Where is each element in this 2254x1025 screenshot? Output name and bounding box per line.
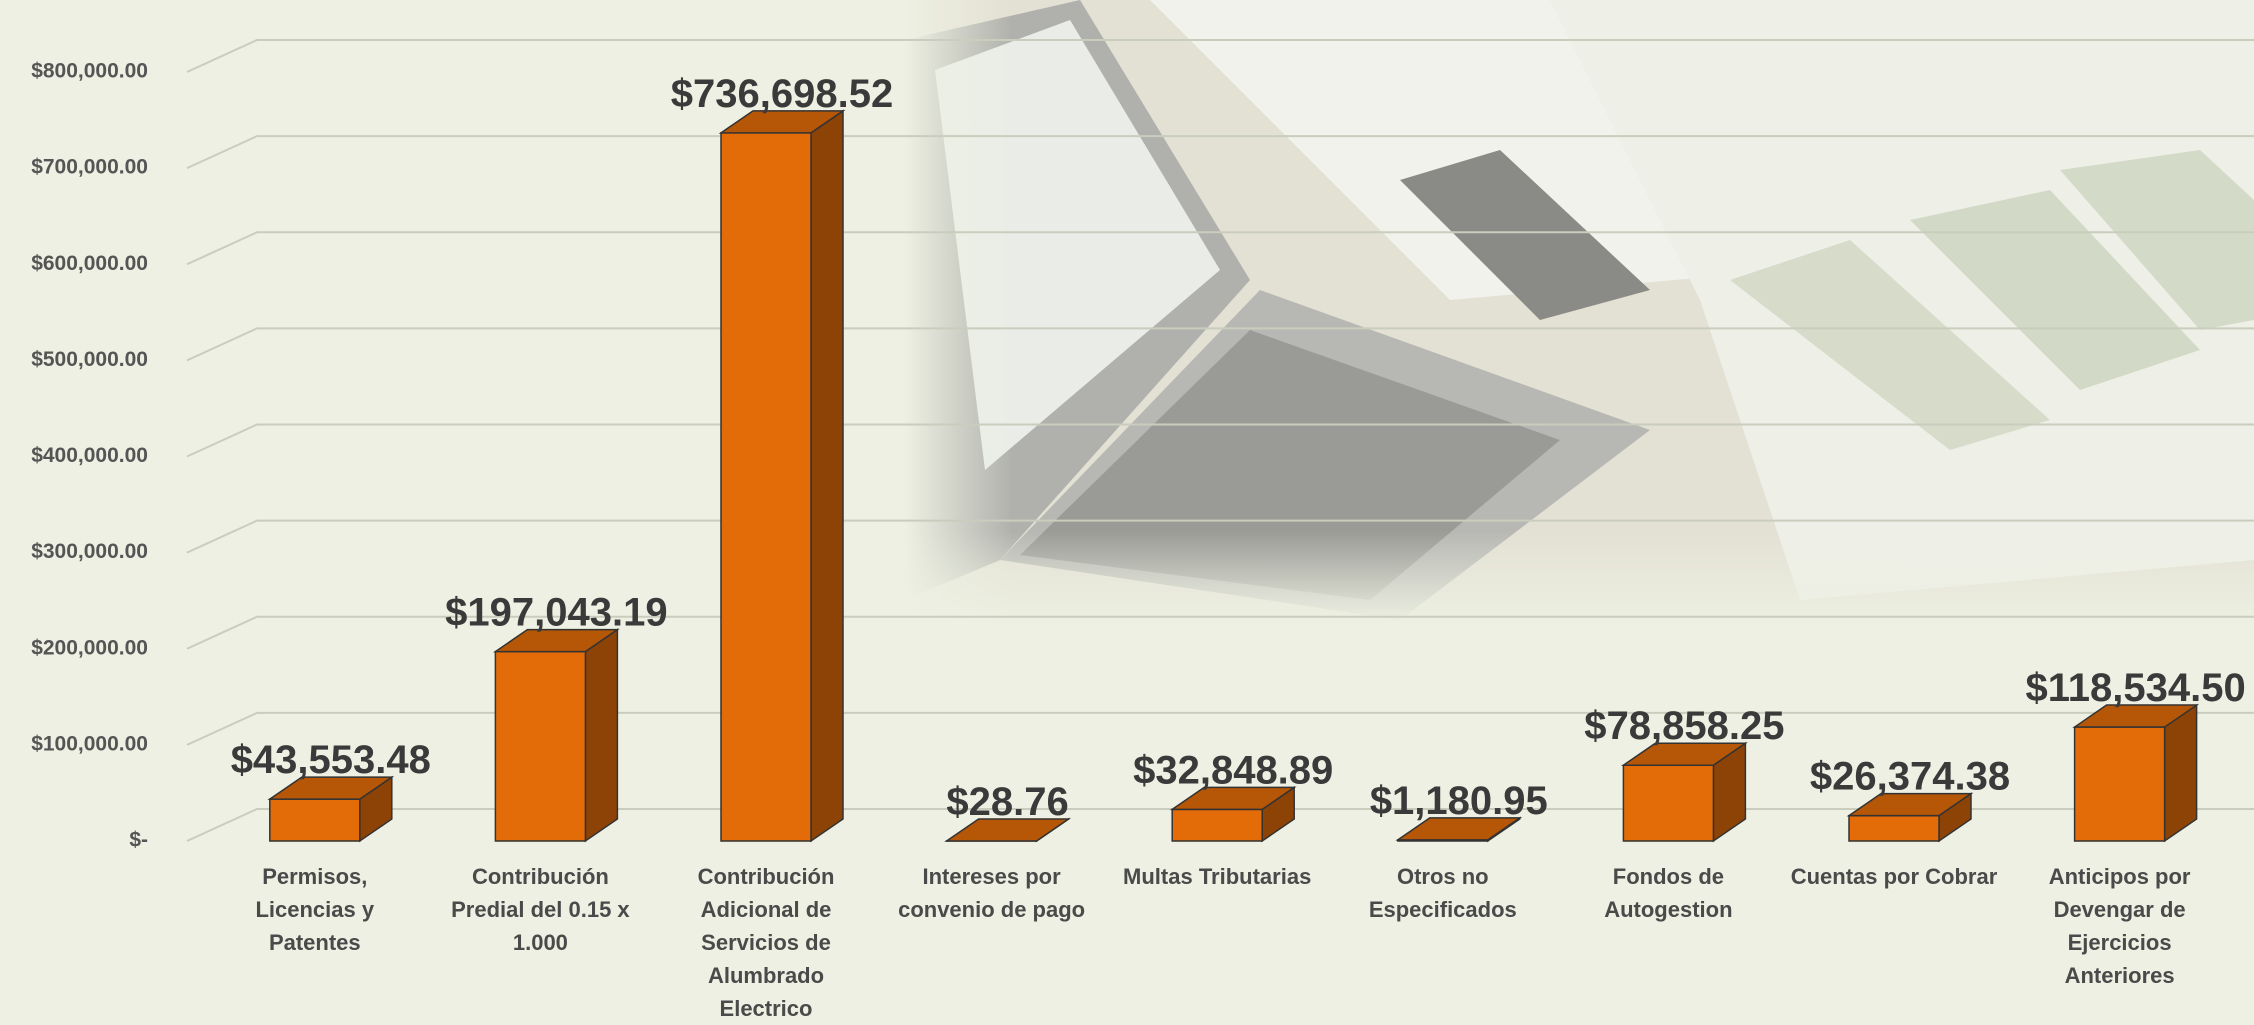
bar	[1623, 765, 1713, 841]
x-tick-label: Fondos de Autogestion	[1563, 860, 1773, 926]
value-label: $28.76	[946, 780, 1068, 824]
value-label: $118,534.50	[2025, 666, 2245, 710]
x-tick-label: Cuentas por Cobrar	[1789, 860, 1999, 893]
value-label: $26,374.38	[1810, 755, 2010, 799]
bar	[495, 652, 585, 841]
bar	[1849, 816, 1939, 841]
bar-side	[585, 630, 617, 841]
y-tick-label: $500,000.00	[31, 348, 148, 371]
background-photo	[905, 0, 2254, 625]
value-label: $736,698.52	[671, 72, 893, 116]
x-tick-label: Anticipos por Devengar de Ejercicios Ant…	[2015, 860, 2225, 992]
bar-side	[811, 111, 843, 841]
y-tick-label: $800,000.00	[31, 60, 148, 83]
y-tick-label: $600,000.00	[31, 252, 148, 275]
value-label: $78,858.25	[1584, 704, 1784, 748]
value-label: $43,553.48	[231, 738, 431, 782]
y-tick-label: $300,000.00	[31, 540, 148, 563]
value-label: $197,043.19	[445, 591, 667, 635]
x-tick-label: Contribución Predial del 0.15 x 1.000	[435, 860, 645, 959]
y-tick-label: $200,000.00	[31, 636, 148, 659]
value-label: $1,180.95	[1370, 779, 1548, 823]
y-tick-label: $-	[129, 829, 148, 852]
x-tick-label: Intereses por convenio de pago	[887, 860, 1097, 926]
y-tick-label: $700,000.00	[31, 156, 148, 179]
bar	[2075, 727, 2165, 841]
bar-side	[2165, 705, 2197, 841]
x-tick-label: Permisos, Licencias y Patentes	[210, 860, 420, 959]
x-tick-label: Multas Tributarias	[1112, 860, 1322, 893]
x-tick-label: Otros no Especificados	[1338, 860, 1548, 926]
bar	[270, 799, 360, 841]
bar	[721, 133, 811, 841]
x-tick-label: Contribución Adicional de Servicios de A…	[661, 860, 871, 1025]
y-tick-label: $100,000.00	[31, 732, 148, 755]
value-label: $32,848.89	[1133, 748, 1333, 792]
bar	[1172, 809, 1262, 841]
y-tick-label: $400,000.00	[31, 444, 148, 467]
